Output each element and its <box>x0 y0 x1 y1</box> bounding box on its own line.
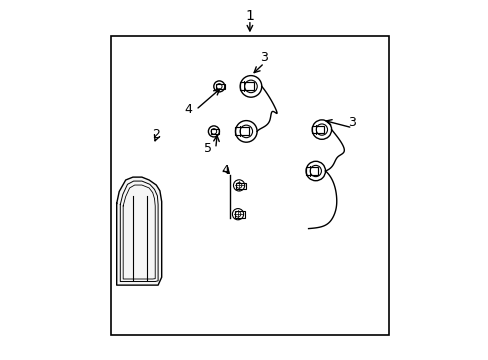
Text: 3: 3 <box>348 116 356 129</box>
Text: 2: 2 <box>152 129 160 141</box>
Text: 4: 4 <box>184 103 192 116</box>
Bar <box>234 211 244 218</box>
Bar <box>240 82 253 90</box>
Bar <box>311 126 324 133</box>
Bar <box>210 129 219 134</box>
Text: 1: 1 <box>245 9 254 23</box>
Bar <box>111 36 387 335</box>
Bar <box>235 183 245 189</box>
Bar <box>235 127 249 135</box>
Bar <box>305 167 318 175</box>
Polygon shape <box>117 177 162 285</box>
Text: 3: 3 <box>260 51 268 64</box>
Bar <box>216 84 224 89</box>
Text: 5: 5 <box>204 142 212 155</box>
Text: 4: 4 <box>222 165 229 177</box>
